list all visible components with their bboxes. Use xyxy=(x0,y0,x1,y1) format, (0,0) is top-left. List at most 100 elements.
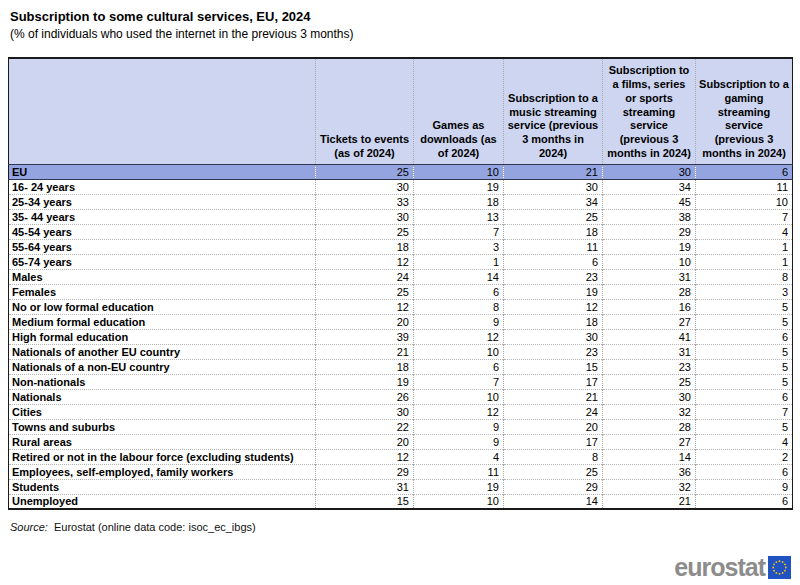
table-cell: 24 xyxy=(316,269,414,284)
row-label: 16- 24 years xyxy=(9,179,316,194)
table-cell: 6 xyxy=(414,359,504,374)
table-cell: 11 xyxy=(696,179,793,194)
table-cell: 22 xyxy=(316,419,414,434)
table-row: Students311929329 xyxy=(9,479,793,494)
table-cell: 5 xyxy=(696,419,793,434)
table-cell: 7 xyxy=(414,224,504,239)
column-header: Subscription to a gaming streaming servi… xyxy=(696,58,793,164)
row-label: Non-nationals xyxy=(9,374,316,389)
table-row: 25-34 years3318344510 xyxy=(9,194,793,209)
table-cell: 25 xyxy=(603,374,696,389)
table-row: Cities301224327 xyxy=(9,404,793,419)
table-cell: 36 xyxy=(603,464,696,479)
table-cell: 25 xyxy=(316,164,414,179)
table-row: Males241423318 xyxy=(9,269,793,284)
row-label: Rural areas xyxy=(9,434,316,449)
table-cell: 3 xyxy=(414,239,504,254)
table-cell: 23 xyxy=(504,269,603,284)
table-row: Unemployed151014216 xyxy=(9,494,793,509)
table-cell: 10 xyxy=(696,194,793,209)
table-cell: 14 xyxy=(504,494,603,509)
table-cell: 13 xyxy=(414,209,504,224)
table-cell: 14 xyxy=(414,269,504,284)
table-row: Rural areas20917274 xyxy=(9,434,793,449)
table-cell: 32 xyxy=(603,404,696,419)
table-cell: 18 xyxy=(316,359,414,374)
table-cell: 45 xyxy=(603,194,696,209)
column-header: Subscription to a films, series or sport… xyxy=(603,58,696,164)
table-cell: 25 xyxy=(504,209,603,224)
table-row: Nationals of a non-EU country18615235 xyxy=(9,359,793,374)
table-cell: 12 xyxy=(414,404,504,419)
table-cell: 6 xyxy=(504,254,603,269)
table-cell: 31 xyxy=(603,344,696,359)
table-cell: 2 xyxy=(696,449,793,464)
table-row: 35- 44 years301325387 xyxy=(9,209,793,224)
table-cell: 20 xyxy=(504,419,603,434)
table-cell: 18 xyxy=(316,239,414,254)
source-note: Source:Eurostat (online data code: isoc_… xyxy=(10,521,256,533)
table-cell: 8 xyxy=(504,449,603,464)
table-cell: 21 xyxy=(504,389,603,404)
table-cell: 30 xyxy=(504,329,603,344)
table-cell: 5 xyxy=(696,374,793,389)
table-cell: 1 xyxy=(696,239,793,254)
table-cell: 31 xyxy=(603,269,696,284)
table-cell: 23 xyxy=(504,344,603,359)
row-label: 45-54 years xyxy=(9,224,316,239)
table-cell: 9 xyxy=(414,419,504,434)
table-row: Retired or not in the labour force (excl… xyxy=(9,449,793,464)
table-cell: 3 xyxy=(696,284,793,299)
header-row: Tickets to events (as of 2024)Games as d… xyxy=(9,58,793,164)
table-cell: 15 xyxy=(316,494,414,509)
row-label: Nationals xyxy=(9,389,316,404)
row-label: Males xyxy=(9,269,316,284)
table-cell: 21 xyxy=(504,164,603,179)
table-cell: 14 xyxy=(603,449,696,464)
table-cell: 6 xyxy=(696,464,793,479)
table-cell: 30 xyxy=(316,404,414,419)
table-cell: 38 xyxy=(603,209,696,224)
table-cell: 12 xyxy=(316,449,414,464)
table-cell: 34 xyxy=(603,179,696,194)
table-cell: 6 xyxy=(696,494,793,509)
table-row: No or low formal education12812165 xyxy=(9,299,793,314)
table-cell: 20 xyxy=(316,314,414,329)
page-title: Subscription to some cultural services, … xyxy=(10,9,311,24)
row-label: 35- 44 years xyxy=(9,209,316,224)
table-cell: 7 xyxy=(414,374,504,389)
column-header: Tickets to events (as of 2024) xyxy=(316,58,414,164)
table-cell: 7 xyxy=(696,404,793,419)
table-cell: 31 xyxy=(316,479,414,494)
table-cell: 29 xyxy=(504,479,603,494)
table-cell: 30 xyxy=(316,179,414,194)
table-cell: 29 xyxy=(603,224,696,239)
row-label: Nationals of a non-EU country xyxy=(9,359,316,374)
table-cell: 25 xyxy=(316,284,414,299)
row-label: Towns and suburbs xyxy=(9,419,316,434)
row-label: High formal education xyxy=(9,329,316,344)
table-cell: 6 xyxy=(696,329,793,344)
table-cell: 10 xyxy=(414,494,504,509)
row-label: Retired or not in the labour force (excl… xyxy=(9,449,316,464)
row-label: EU xyxy=(9,164,316,179)
table-cell: 20 xyxy=(316,434,414,449)
table-cell: 1 xyxy=(414,254,504,269)
source-text: Eurostat (online data code: isoc_ec_ibgs… xyxy=(54,521,256,533)
eurostat-logo: eurostat xyxy=(674,555,791,580)
row-label: Medium formal education xyxy=(9,314,316,329)
table-cell: 17 xyxy=(504,374,603,389)
table-cell: 4 xyxy=(414,449,504,464)
table-row: 16- 24 years3019303411 xyxy=(9,179,793,194)
table-cell: 12 xyxy=(316,299,414,314)
column-header: Games as downloads (as of 2024) xyxy=(414,58,504,164)
table-row: 55-64 years18311191 xyxy=(9,239,793,254)
table-cell: 19 xyxy=(504,284,603,299)
table-cell: 8 xyxy=(414,299,504,314)
table-row: 45-54 years25718294 xyxy=(9,224,793,239)
table-cell: 11 xyxy=(414,464,504,479)
row-label: No or low formal education xyxy=(9,299,316,314)
table-cell: 18 xyxy=(504,314,603,329)
table-cell: 25 xyxy=(504,464,603,479)
table-cell: 32 xyxy=(603,479,696,494)
